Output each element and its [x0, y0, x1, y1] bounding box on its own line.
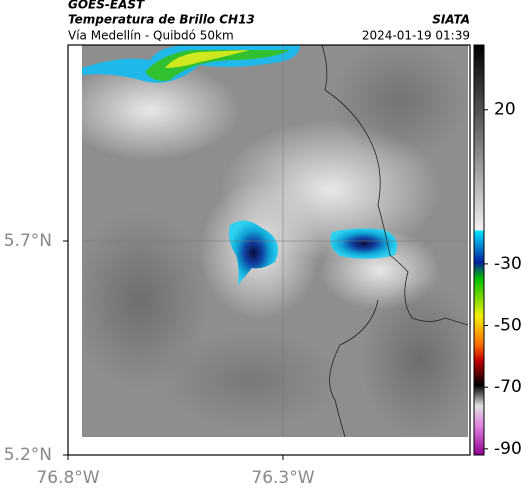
- colorbar-tick-label: -70: [494, 377, 522, 397]
- colorbar-tick-label: -50: [494, 316, 522, 336]
- lon-tick-label: 76.3°W: [251, 468, 314, 488]
- route: Vía Medellín - Quibdó 50km: [68, 29, 234, 43]
- colorbar: [473, 44, 485, 456]
- satellite-name: GOES-EAST: [68, 0, 145, 12]
- colorbar-tick-label: -90: [494, 439, 522, 459]
- colorbar-tick-label: -30: [494, 254, 522, 274]
- map-frame: [67, 44, 471, 456]
- lat-tick-label: 5.7°N: [4, 231, 52, 251]
- lon-tick-label: 76.8°W: [36, 468, 99, 488]
- satellite-image: [82, 45, 468, 437]
- colorbar-tick-label: 20: [494, 100, 516, 120]
- product-name: Temperatura de Brillo CH13: [68, 13, 255, 27]
- lat-tick-label: 5.2°N: [4, 445, 52, 465]
- datetime: 2024-01-19 01:39: [362, 29, 470, 43]
- source: SIATA: [432, 13, 470, 27]
